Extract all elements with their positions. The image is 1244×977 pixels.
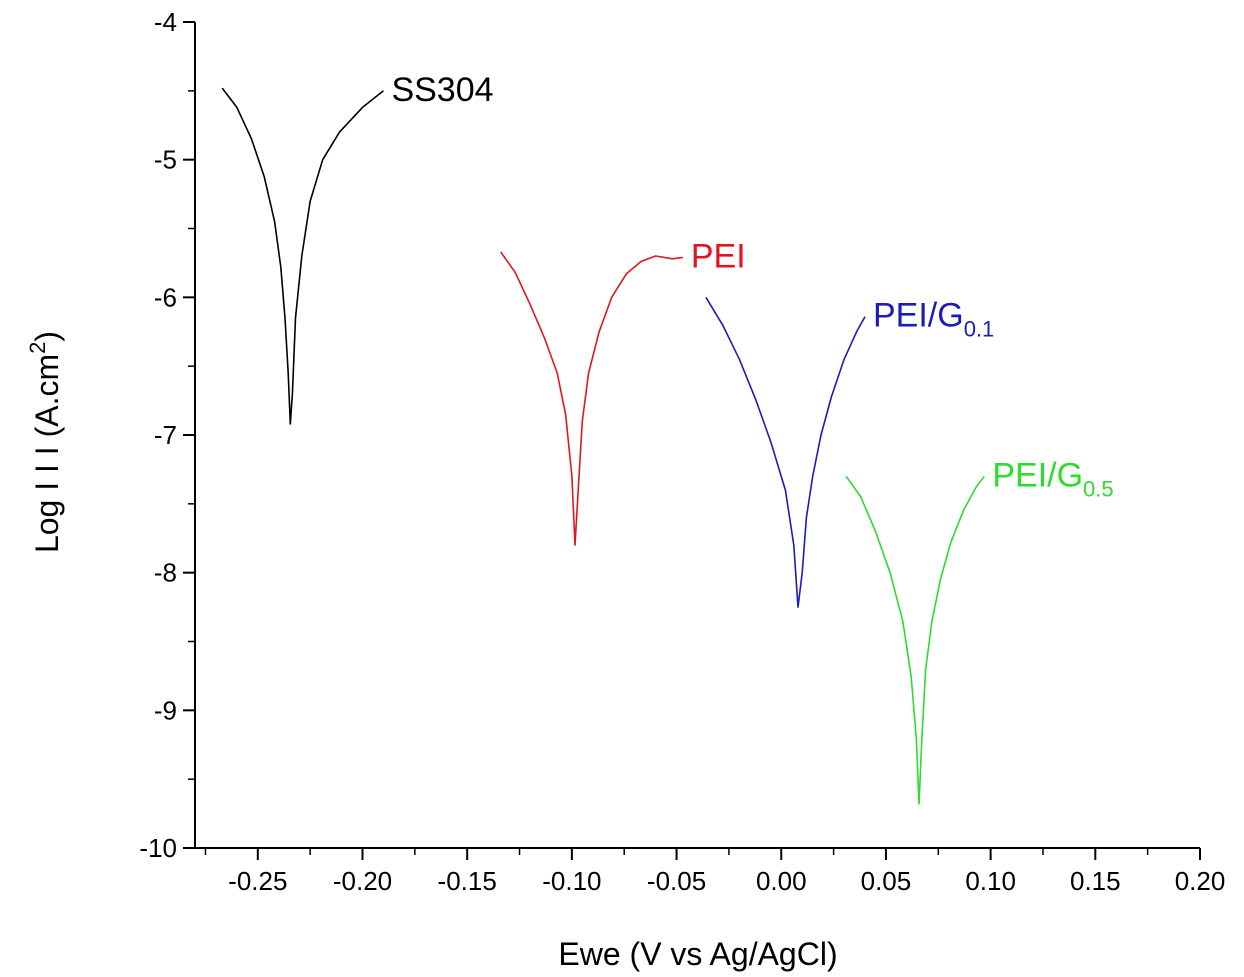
series-line-1 bbox=[500, 251, 683, 546]
series-label-main: PEI/G bbox=[992, 456, 1083, 494]
y-tick-label: -6 bbox=[154, 282, 177, 312]
y-tick-label: -4 bbox=[154, 7, 177, 37]
x-tick-label: -0.05 bbox=[647, 866, 706, 896]
x-tick-label: 0.15 bbox=[1070, 866, 1121, 896]
series-label-main: SS304 bbox=[391, 71, 493, 109]
y-tick-label: -8 bbox=[154, 558, 177, 588]
y-tick-label: -7 bbox=[154, 420, 177, 450]
y-tick-label: -5 bbox=[154, 145, 177, 175]
series-label-3: PEI/G0.5 bbox=[992, 456, 1113, 501]
series-line-2 bbox=[705, 296, 866, 608]
series-label-1: PEI bbox=[691, 237, 746, 275]
x-tick-label: 0.10 bbox=[965, 866, 1016, 896]
y-axis-label-close: ) bbox=[29, 331, 65, 342]
series-label-2: PEI/G0.1 bbox=[873, 297, 994, 342]
series-label-0: SS304 bbox=[391, 71, 493, 109]
axes: -0.25 -0.20 -0.15 -0.10 -0.05 0.00 0.05 0.10 0.1… bbox=[139, 7, 1225, 896]
x-axis-label: Ewe (V vs Ag/AgCl) bbox=[558, 936, 837, 972]
x-tick-label: 0.00 bbox=[756, 866, 807, 896]
x-tick-label: -0.20 bbox=[333, 866, 392, 896]
series-label-sub: 0.1 bbox=[964, 317, 995, 342]
series-lines bbox=[221, 87, 985, 805]
series-label-main: PEI/G bbox=[873, 297, 964, 335]
y-axis-label-sup: 2 bbox=[25, 342, 50, 354]
y-tick-label: -9 bbox=[154, 695, 177, 725]
x-tick-label: -0.10 bbox=[542, 866, 601, 896]
series-label-main: PEI bbox=[691, 237, 746, 275]
series-line-0 bbox=[221, 87, 384, 425]
series-line-3 bbox=[845, 475, 985, 805]
y-axis-label: Log I I I (A.cm2) bbox=[25, 331, 65, 553]
x-tick-label: 0.20 bbox=[1175, 866, 1226, 896]
x-tick-label: 0.05 bbox=[861, 866, 912, 896]
x-tick-label: -0.15 bbox=[438, 866, 497, 896]
y-axis-label-main: Log I I I (A.cm bbox=[29, 354, 65, 553]
series-label-sub: 0.5 bbox=[1083, 476, 1114, 501]
y-tick-label: -10 bbox=[139, 833, 177, 863]
x-tick-label: -0.25 bbox=[228, 866, 287, 896]
